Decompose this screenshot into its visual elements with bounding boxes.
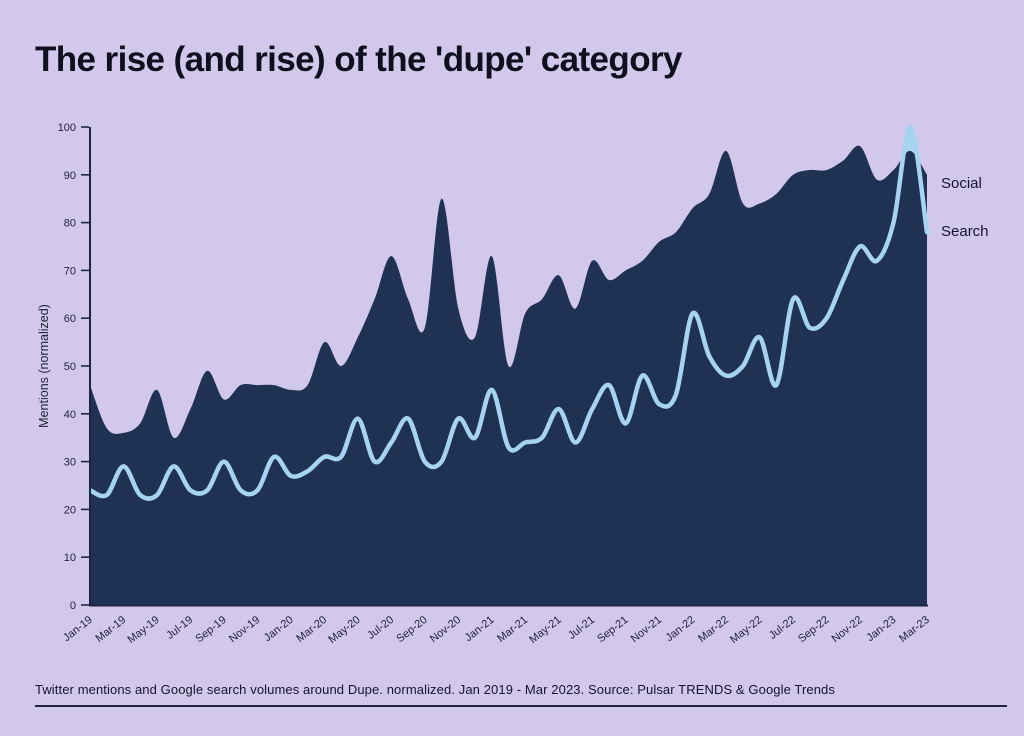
x-tick-label: Sep-22 — [796, 614, 831, 645]
x-tick-label: Jul-19 — [164, 614, 195, 642]
x-tick-label: May-21 — [527, 614, 563, 646]
x-tick-label: Jan-22 — [664, 614, 698, 644]
x-tick-label: Nov-20 — [428, 614, 463, 645]
x-tick-label: Mar-19 — [93, 614, 128, 645]
y-tick-label: 70 — [64, 265, 76, 277]
y-tick-label: 90 — [64, 170, 76, 182]
x-tick-label: May-22 — [728, 614, 764, 646]
x-tick-label: Sep-19 — [193, 614, 228, 645]
x-tick-label: Jan-19 — [61, 614, 95, 644]
x-tick-label: Mar-21 — [495, 614, 530, 645]
x-tick-label: Nov-21 — [629, 614, 664, 645]
x-tick-label: Jan-23 — [864, 614, 898, 644]
y-axis-title: Mentions (normalized) — [37, 304, 51, 428]
x-tick-label: Mar-23 — [897, 614, 932, 645]
x-tick-label: May-19 — [126, 614, 162, 646]
x-tick-label: May-20 — [326, 614, 362, 646]
dupe-mentions-area-chart: 0 10 20 30 40 50 60 70 80 90 100 Mentions (normaliz… — [37, 122, 932, 646]
x-tick-label: Nov-22 — [830, 614, 865, 645]
x-tick-label: Mar-20 — [294, 614, 329, 645]
y-tick-label: 80 — [64, 218, 76, 230]
x-tick-label: Nov-19 — [227, 614, 262, 645]
x-tick-label: Sep-20 — [394, 614, 429, 645]
source-caption: Twitter mentions and Google search volum… — [35, 682, 835, 697]
x-tick-label: Jul-21 — [566, 614, 597, 642]
x-tick-label: Jan-21 — [463, 614, 497, 644]
y-tick-label: 40 — [64, 409, 76, 421]
footer-divider — [35, 705, 1007, 707]
social-area — [90, 145, 927, 606]
y-tick-label: 0 — [70, 600, 76, 612]
y-tick-label: 60 — [64, 313, 76, 325]
x-tick-label: Sep-21 — [595, 614, 630, 645]
y-tick-label: 10 — [64, 552, 76, 564]
y-tick-label: 30 — [64, 457, 76, 469]
y-tick-label: 50 — [64, 361, 76, 373]
x-tick-label: Jul-22 — [767, 614, 798, 642]
search-line — [87, 124, 930, 501]
x-tick-label: Jul-20 — [365, 614, 396, 642]
legend-label-search: Search — [941, 223, 989, 240]
x-tick-label: Jan-20 — [262, 614, 296, 644]
y-tick-label: 100 — [58, 122, 76, 134]
legend-label-social: Social — [941, 175, 982, 192]
y-tick-label: 20 — [64, 504, 76, 516]
x-tick-label: Mar-22 — [696, 614, 731, 645]
chart-title: The rise (and rise) of the 'dupe' catego… — [35, 40, 682, 79]
